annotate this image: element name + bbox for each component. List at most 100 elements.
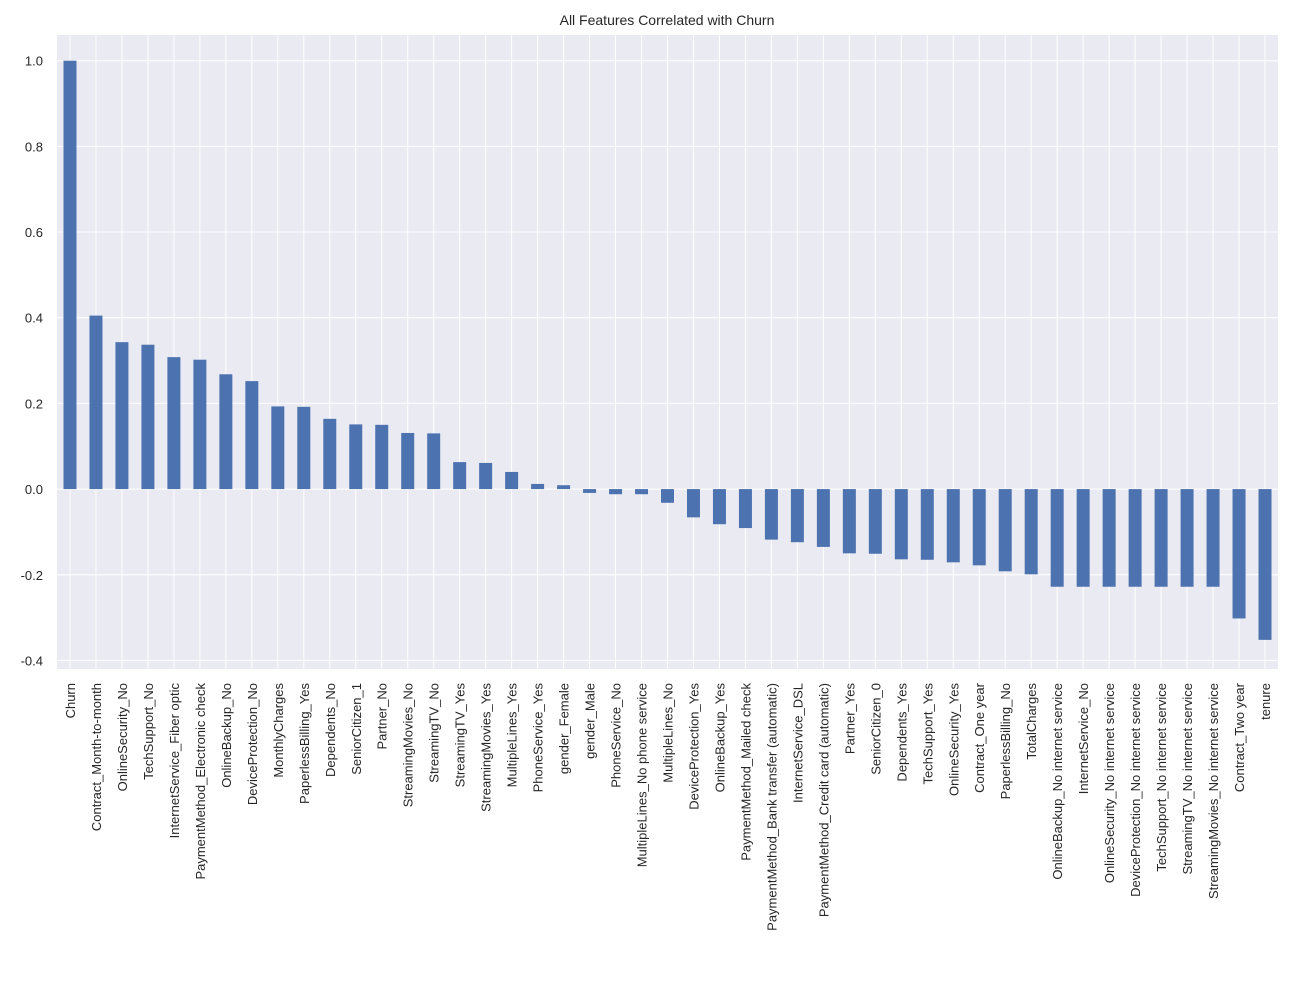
bar-totalcharges: [1024, 489, 1038, 575]
bar-contract-one-year: [972, 489, 986, 566]
bar-dependents-yes: [894, 489, 908, 560]
bar-multiplelines-yes: [505, 471, 519, 490]
bar-onlinesecurity-no-internet-service: [1102, 489, 1116, 587]
x-tick-label: MonthlyCharges: [271, 683, 286, 778]
x-tick-label: StreamingMovies_No: [401, 683, 416, 807]
x-tick-label: InternetService_No: [1076, 683, 1091, 794]
x-tick-label: DeviceProtection_Yes: [686, 683, 701, 810]
x-tick-label: StreamingMovies_Yes: [479, 683, 494, 812]
x-tick-label: OnlineSecurity_Yes: [946, 683, 961, 796]
bar-paperlessbilling-yes: [297, 406, 311, 490]
x-tick-label: TechSupport_Yes: [920, 683, 935, 785]
x-tick-label: Churn: [63, 683, 78, 718]
x-tick-label: Contract_One year: [972, 682, 987, 793]
bar-churn: [63, 60, 77, 490]
x-tick-label: Dependents_No: [323, 683, 338, 777]
x-tick-label: OnlineSecurity_No: [115, 683, 130, 791]
x-tick-label: Partner_No: [375, 683, 390, 749]
x-tick-label: tenure: [1258, 683, 1273, 720]
bar-phoneservice-no: [609, 489, 623, 495]
x-tick-label: Contract_Month-to-month: [89, 683, 104, 831]
x-tick-label: gender_Male: [583, 683, 598, 759]
y-axis-ticks: -0.4 -0.2 0.0 0.2 0.4 0.6 0.8 1.0: [21, 54, 43, 669]
x-axis-ticks: Churn Contract_Month-to-month OnlineSecuri…: [63, 682, 1273, 931]
bar-contract-month-to-month: [89, 315, 103, 490]
bar-techsupport-no-internet-service: [1154, 489, 1168, 587]
bar-dependents-no: [323, 418, 337, 490]
x-tick-label: StreamingTV_No internet service: [1180, 683, 1195, 874]
x-tick-label: PhoneService_Yes: [531, 683, 546, 793]
x-tick-label: Partner_Yes: [842, 683, 857, 755]
chart-title: All Features Correlated with Churn: [560, 12, 775, 28]
bar-tenure: [1258, 489, 1272, 640]
bar-onlinebackup-no: [219, 374, 233, 490]
x-tick-label: StreamingTV_Yes: [453, 683, 468, 788]
x-tick-label: PaymentMethod_Credit card (automatic): [816, 683, 831, 917]
bar-gender-male: [583, 489, 597, 493]
y-tick-label: 0.4: [25, 311, 43, 326]
x-tick-label: OnlineBackup_Yes: [712, 683, 727, 793]
bar-streamingtv-no-internet-service: [1180, 489, 1194, 587]
bar-deviceprotection-no: [245, 381, 259, 490]
bar-paymentmethod-credit-card-automatic-: [816, 489, 830, 547]
x-tick-label: TechSupport_No: [141, 683, 156, 780]
x-tick-label: OnlineBackup_No: [219, 683, 234, 788]
bar-paymentmethod-electronic-check: [193, 359, 207, 490]
x-tick-label: OnlineSecurity_No internet service: [1102, 683, 1117, 883]
bar-contract-two-year: [1232, 489, 1246, 619]
x-tick-label: Dependents_Yes: [894, 683, 909, 782]
bar-monthlycharges: [271, 406, 285, 490]
bar-partner-no: [375, 424, 389, 490]
bar-internetservice-dsl: [790, 489, 804, 543]
x-tick-label: DeviceProtection_No internet service: [1128, 683, 1143, 897]
x-tick-label: PaymentMethod_Bank transfer (automatic): [764, 683, 779, 931]
x-tick-label: Contract_Two year: [1232, 682, 1247, 792]
x-tick-label: TechSupport_No internet service: [1154, 683, 1169, 872]
bar-streamingtv-yes: [453, 462, 467, 490]
bar-techsupport-no: [141, 344, 155, 490]
x-tick-label: gender_Female: [557, 683, 572, 774]
y-tick-label: 0.8: [25, 139, 43, 154]
y-tick-label: 0.0: [25, 482, 43, 497]
x-tick-label: SeniorCitizen_1: [349, 683, 364, 775]
x-tick-label: TotalCharges: [1024, 683, 1039, 760]
y-tick-label: -0.4: [21, 653, 43, 668]
bar-multiplelines-no-phone-service: [635, 489, 649, 495]
bar-internetservice-no: [1076, 489, 1090, 587]
bar-onlinebackup-no-internet-service: [1050, 489, 1064, 587]
x-tick-label: PaperlessBilling_No: [998, 683, 1013, 799]
bar-partner-yes: [842, 489, 856, 554]
bar-internetservice-fiber-optic: [167, 357, 181, 490]
x-tick-label: PaymentMethod_Mailed check: [738, 683, 753, 861]
x-tick-label: StreamingMovies_No internet service: [1206, 683, 1221, 899]
bar-techsupport-yes: [920, 489, 934, 560]
bar-onlinesecurity-yes: [946, 489, 960, 563]
bar-streamingmovies-no: [401, 432, 415, 490]
x-tick-label: PaperlessBilling_Yes: [297, 683, 312, 804]
bar-paymentmethod-bank-transfer-automatic-: [764, 489, 778, 540]
x-tick-label: DeviceProtection_No: [245, 683, 260, 805]
x-tick-label: MultipleLines_No phone service: [635, 683, 650, 867]
bars: [63, 60, 1272, 640]
y-tick-label: 1.0: [25, 54, 43, 69]
bar-deviceprotection-no-internet-service: [1128, 489, 1142, 587]
bar-streamingmovies-yes: [479, 462, 493, 490]
bar-gender-female: [557, 485, 571, 490]
x-tick-label: InternetService_Fiber optic: [167, 683, 182, 839]
bar-deviceprotection-yes: [686, 489, 700, 518]
bar-onlinebackup-yes: [712, 489, 726, 525]
bar-multiplelines-no: [661, 489, 674, 503]
x-tick-label: OnlineBackup_No internet service: [1050, 683, 1065, 880]
y-tick-label: -0.2: [21, 568, 43, 583]
x-tick-label: InternetService_DSL: [790, 683, 805, 803]
x-tick-label: MultipleLines_Yes: [505, 683, 520, 788]
x-tick-label: SeniorCitizen_0: [868, 683, 883, 775]
x-tick-label: StreamingTV_No: [427, 683, 442, 783]
bar-phoneservice-yes: [531, 483, 545, 490]
bar-streamingtv-no: [427, 433, 441, 490]
bar-streamingmovies-no-internet-service: [1206, 489, 1220, 587]
bar-paperlessbilling-no: [998, 489, 1012, 572]
bar-onlinesecurity-no: [115, 342, 129, 490]
x-tick-label: MultipleLines_No: [661, 683, 676, 783]
